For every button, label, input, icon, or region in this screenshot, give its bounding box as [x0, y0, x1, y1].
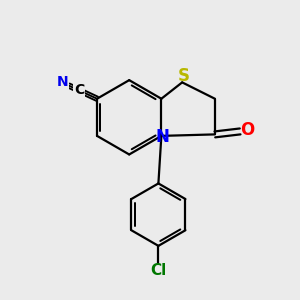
Text: Cl: Cl	[150, 263, 167, 278]
Text: N: N	[155, 128, 169, 146]
Text: N: N	[57, 75, 69, 89]
Text: O: O	[240, 121, 255, 139]
Text: C: C	[74, 82, 84, 97]
Text: S: S	[177, 67, 189, 85]
